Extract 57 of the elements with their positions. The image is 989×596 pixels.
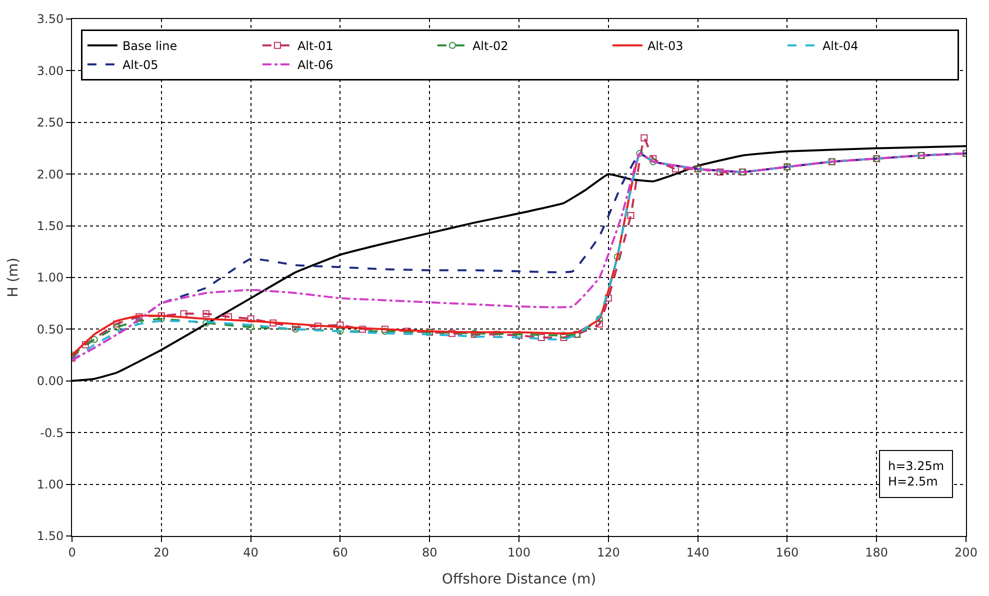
point bbox=[336, 328, 344, 335]
x-tick-label: 200 bbox=[954, 545, 978, 560]
point bbox=[627, 212, 634, 219]
x-tick-label: 120 bbox=[596, 545, 620, 560]
y-tick-label: -0.5 bbox=[40, 426, 64, 440]
x-tick-label: 40 bbox=[243, 545, 258, 560]
x-tick-label: 140 bbox=[686, 545, 710, 560]
y-tick-label: 2.00 bbox=[36, 167, 64, 182]
y-tick-label: 1.50 bbox=[36, 529, 64, 544]
x-tick-label: 180 bbox=[865, 545, 888, 560]
point bbox=[604, 294, 612, 302]
y-tick-label: 2.50 bbox=[36, 116, 64, 130]
point bbox=[180, 310, 188, 318]
legend-label: Alt-04 bbox=[822, 39, 858, 54]
point bbox=[640, 134, 648, 142]
legend-label: Alt-05 bbox=[122, 58, 158, 72]
point bbox=[90, 336, 98, 344]
x-tick-label: 100 bbox=[508, 545, 530, 560]
point bbox=[247, 315, 254, 322]
annotation: h=3.25m H=2.5m bbox=[888, 459, 944, 489]
legend-label: Base line bbox=[122, 39, 178, 54]
point bbox=[202, 320, 210, 326]
x-tick-label: 160 bbox=[776, 545, 799, 560]
point bbox=[113, 324, 120, 331]
point bbox=[650, 158, 657, 166]
x-axis-title: Offshore Distance (m) bbox=[442, 572, 596, 588]
point bbox=[359, 326, 366, 333]
point bbox=[596, 315, 603, 322]
legend-label: Alt-01 bbox=[297, 39, 334, 54]
point bbox=[716, 168, 724, 176]
legend-label: Alt-02 bbox=[472, 39, 508, 54]
point bbox=[247, 324, 254, 331]
y-tick-label: 3.50 bbox=[36, 12, 64, 26]
y-axis-title: H (m) bbox=[5, 258, 22, 298]
point bbox=[336, 322, 344, 329]
legend-label: Alt-06 bbox=[297, 58, 334, 72]
point bbox=[538, 334, 545, 341]
y-tick-label: 1.00 bbox=[36, 478, 64, 492]
point bbox=[596, 320, 603, 328]
point bbox=[270, 320, 277, 326]
point bbox=[448, 330, 456, 337]
y-tick-label: 0.00 bbox=[36, 374, 64, 388]
y-tick-label: 1.50 bbox=[36, 219, 64, 233]
point bbox=[614, 253, 621, 260]
legend-label: Alt-03 bbox=[647, 39, 684, 54]
x-tick-label: 80 bbox=[422, 545, 438, 560]
x-tick-label: 20 bbox=[154, 545, 170, 560]
x-tick-label: 60 bbox=[332, 545, 348, 560]
x-tick-label: 0 bbox=[68, 545, 76, 560]
point bbox=[158, 312, 165, 320]
y-tick-label: 1.00 bbox=[36, 270, 64, 285]
y-tick-label: 0.50 bbox=[36, 322, 64, 336]
point bbox=[636, 150, 644, 157]
point bbox=[202, 310, 210, 318]
point bbox=[82, 341, 89, 348]
point bbox=[314, 322, 322, 330]
y-tick-label: 3.00 bbox=[36, 64, 64, 78]
